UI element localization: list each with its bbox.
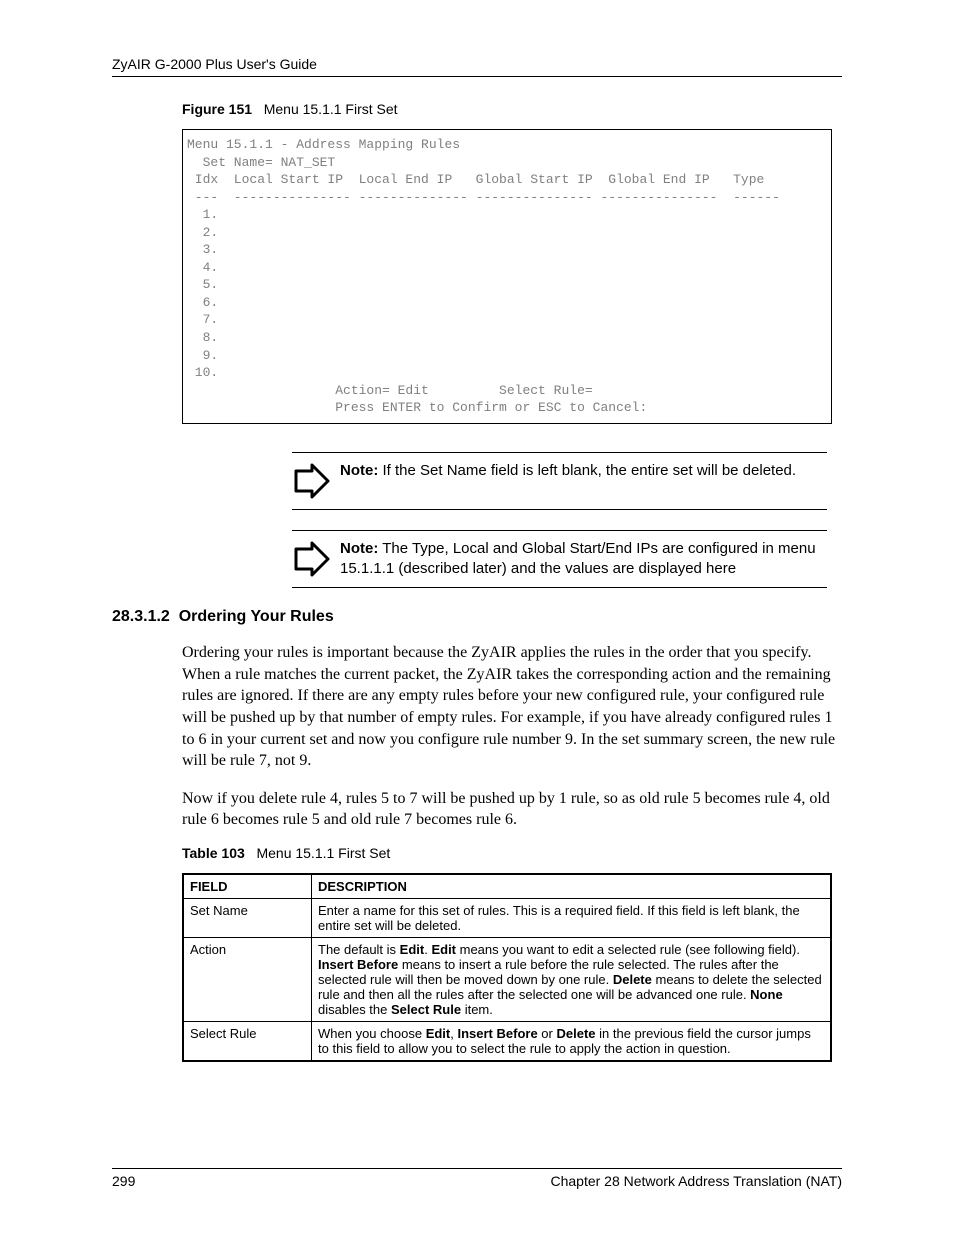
cell-field: Action <box>183 938 312 1022</box>
terminal-output: Menu 15.1.1 - Address Mapping Rules Set … <box>182 129 832 424</box>
note-block: Note: If the Set Name field is left blan… <box>292 452 827 510</box>
arrow-right-icon <box>292 461 332 501</box>
col-header-description: DESCRIPTION <box>312 874 832 899</box>
figure-caption: Figure 151 Menu 15.1.1 First Set <box>182 101 842 117</box>
arrow-right-icon <box>292 539 332 579</box>
body-paragraph: Now if you delete rule 4, rules 5 to 7 w… <box>182 788 842 831</box>
table-row: Select Rule When you choose Edit, Insert… <box>183 1022 831 1062</box>
body-paragraph: Ordering your rules is important because… <box>182 642 842 772</box>
footer-row: 299 Chapter 28 Network Address Translati… <box>112 1173 842 1189</box>
cell-field: Select Rule <box>183 1022 312 1062</box>
section-number: 28.3.1.2 <box>112 608 170 625</box>
cell-description: The default is Edit. Edit means you want… <box>312 938 832 1022</box>
section-heading: 28.3.1.2 Ordering Your Rules <box>112 608 842 626</box>
footer-rule <box>112 1168 842 1169</box>
table-row: Set Name Enter a name for this set of ru… <box>183 899 831 938</box>
table-title: Menu 15.1.1 First Set <box>256 845 390 861</box>
chapter-label: Chapter 28 Network Address Translation (… <box>550 1173 842 1189</box>
running-header: ZyAIR G-2000 Plus User's Guide <box>112 56 842 72</box>
cell-description: When you choose Edit, Insert Before or D… <box>312 1022 832 1062</box>
note-text: Note: If the Set Name field is left blan… <box>340 461 827 481</box>
page: ZyAIR G-2000 Plus User's Guide Figure 15… <box>0 0 954 1235</box>
table-caption: Table 103 Menu 15.1.1 First Set <box>182 845 842 861</box>
note-prefix: Note: <box>340 540 378 557</box>
note-block: Note: The Type, Local and Global Start/E… <box>292 530 827 589</box>
section-title: Ordering Your Rules <box>179 608 334 625</box>
table-label: Table 103 <box>182 845 245 861</box>
table-row: Action The default is Edit. Edit means y… <box>183 938 831 1022</box>
figure-label: Figure 151 <box>182 101 252 117</box>
header-rule <box>112 76 842 77</box>
cell-field: Set Name <box>183 899 312 938</box>
note-body: If the Set Name field is left blank, the… <box>378 462 796 479</box>
col-header-field: FIELD <box>183 874 312 899</box>
table-header-row: FIELD DESCRIPTION <box>183 874 831 899</box>
page-footer: 299 Chapter 28 Network Address Translati… <box>112 1168 842 1189</box>
note-prefix: Note: <box>340 462 378 479</box>
note-text: Note: The Type, Local and Global Start/E… <box>340 539 827 580</box>
note-body: The Type, Local and Global Start/End IPs… <box>340 540 816 577</box>
figure-title: Menu 15.1.1 First Set <box>264 101 398 117</box>
rules-table: FIELD DESCRIPTION Set Name Enter a name … <box>182 873 832 1062</box>
cell-description: Enter a name for this set of rules. This… <box>312 899 832 938</box>
page-number: 299 <box>112 1173 135 1189</box>
